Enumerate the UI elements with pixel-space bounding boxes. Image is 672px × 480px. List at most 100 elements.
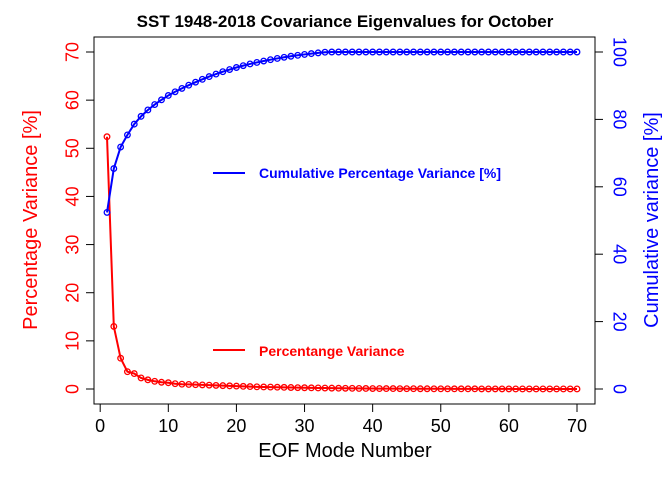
percentage-point xyxy=(232,382,240,390)
x-tick-label: 20 xyxy=(226,416,246,436)
percentage-point xyxy=(192,381,199,389)
y-right-tick-label: 40 xyxy=(610,244,630,264)
percentage-point xyxy=(348,384,356,392)
y-right-tick-label: 100 xyxy=(610,37,630,67)
x-tick-label: 30 xyxy=(295,416,315,436)
percentage-point xyxy=(464,385,472,393)
cumulative-point xyxy=(505,48,513,56)
cumulative-point xyxy=(430,48,438,56)
percentage-point xyxy=(117,354,125,362)
cumulative-point xyxy=(185,81,193,89)
x-tick-label: 50 xyxy=(431,416,451,436)
percentage-point xyxy=(512,385,520,393)
percentage-point xyxy=(566,385,574,393)
cumulative-point xyxy=(362,48,370,56)
percentage-point xyxy=(382,385,390,393)
cumulative-point xyxy=(273,54,281,62)
cumulative-point xyxy=(307,50,315,58)
cumulative-point xyxy=(566,48,574,56)
cumulative-point xyxy=(226,66,234,73)
percentage-point xyxy=(280,383,288,391)
percentage-point xyxy=(416,385,424,393)
percentage-point xyxy=(198,381,206,389)
percentage-point xyxy=(369,385,377,392)
cumulative-point xyxy=(525,48,533,56)
x-tick-label: 60 xyxy=(499,416,519,436)
percentage-point xyxy=(491,385,499,393)
cumulative-point xyxy=(110,165,118,173)
cumulative-point xyxy=(403,48,411,56)
cumulative-point xyxy=(369,48,377,56)
percentage-point xyxy=(532,385,540,393)
cumulative-point xyxy=(321,48,329,56)
percentage-point xyxy=(389,385,397,393)
cumulative-point xyxy=(355,48,363,56)
y-right-axis-label: Cumulative variance [%] xyxy=(641,112,663,328)
series-layer xyxy=(103,48,581,393)
cumulative-point xyxy=(178,84,186,92)
percentage-point xyxy=(403,385,411,393)
cumulative-point xyxy=(512,48,520,56)
cumulative-point xyxy=(117,143,125,151)
y-left-axis-label: Percentage Variance [%] xyxy=(20,110,42,330)
cumulative-point xyxy=(212,70,220,78)
cumulative-point xyxy=(498,48,506,56)
y-left-tick-label: 40 xyxy=(62,186,82,206)
cumulative-point xyxy=(450,48,458,56)
legend-cumulative: Cumulative Percentage Variance [%] xyxy=(213,165,501,181)
percentage-point xyxy=(301,384,308,392)
percentage-point xyxy=(130,370,138,378)
cumulative-point xyxy=(410,48,417,56)
cumulative-point xyxy=(382,48,390,56)
cumulative-point xyxy=(130,120,138,128)
percentage-point xyxy=(396,385,404,393)
y-left-tick-label: 10 xyxy=(62,331,82,351)
percentage-point xyxy=(294,384,302,392)
cumulative-point xyxy=(144,106,152,114)
percentage-point xyxy=(246,383,254,391)
percentage-point xyxy=(423,385,431,393)
cumulative-point xyxy=(573,48,581,56)
percentage-point xyxy=(239,382,247,390)
percentage-point xyxy=(267,383,274,391)
percentage-point xyxy=(457,385,465,393)
cumulative-point xyxy=(519,48,526,56)
cumulative-point xyxy=(314,49,322,57)
cumulative-point xyxy=(389,48,397,56)
percentage-point xyxy=(341,384,349,392)
cumulative-point xyxy=(103,208,111,216)
cumulative-point xyxy=(559,48,567,56)
cumulative-point xyxy=(198,75,206,83)
cumulative-point xyxy=(287,52,295,60)
cumulative-point xyxy=(444,48,452,56)
cumulative-line xyxy=(106,51,577,213)
percentage-point xyxy=(151,377,159,385)
percentage-point xyxy=(260,383,268,391)
percentage-point xyxy=(328,384,336,392)
percentage-point xyxy=(321,384,329,392)
percentage-point xyxy=(144,376,152,384)
cumulative-point xyxy=(396,48,404,56)
y-right-tick-label: 20 xyxy=(610,312,630,332)
percentage-point xyxy=(539,385,547,393)
percentage-point xyxy=(123,368,131,376)
y-right-tick-label: 0 xyxy=(610,384,630,394)
cumulative-point xyxy=(416,48,424,56)
percentage-point xyxy=(253,383,261,391)
y-left-tick-label: 30 xyxy=(62,235,82,255)
cumulative-point xyxy=(464,48,472,56)
percentage-point xyxy=(478,385,486,393)
percentage-point xyxy=(212,381,220,389)
percentage-point xyxy=(178,380,186,388)
x-tick-label: 0 xyxy=(95,416,105,436)
cumulative-point xyxy=(328,48,336,56)
percentage-point xyxy=(573,385,581,393)
cumulative-point xyxy=(232,64,240,71)
cumulative-point xyxy=(246,60,254,68)
percentage-point xyxy=(553,385,561,393)
cumulative-point xyxy=(137,112,145,120)
percentage-point xyxy=(273,383,281,391)
percentage-point xyxy=(559,385,567,393)
percentage-point xyxy=(485,385,492,393)
